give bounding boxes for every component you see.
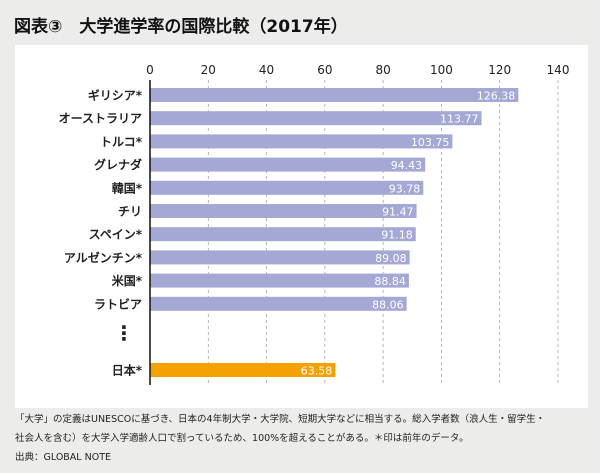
category-label: オーストラリア [59, 112, 142, 126]
bar [150, 363, 336, 377]
x-tick-label: 100 [430, 63, 453, 77]
bar [150, 296, 407, 311]
x-tick-label: 20 [201, 63, 216, 77]
data-label: 91.47 [382, 206, 414, 219]
x-tick-label: 140 [547, 63, 570, 77]
bar [150, 204, 417, 218]
category-label: 韓国* [112, 180, 143, 195]
bar [150, 88, 519, 102]
data-label: 89.08 [375, 252, 407, 265]
category-label: トルコ* [100, 135, 143, 149]
category-label: チリ [118, 205, 142, 219]
category-label: アルゼンチン* [64, 250, 143, 265]
bar [150, 180, 424, 195]
category-label: グレナダ [94, 157, 142, 172]
bar [150, 157, 426, 172]
chart-panel [15, 45, 588, 408]
gap-marker: ⋮ [114, 321, 134, 345]
bar [150, 273, 409, 288]
data-label: 88.06 [372, 298, 404, 311]
category-label: スペイン* [89, 228, 143, 242]
bar [150, 134, 453, 149]
bar [150, 227, 416, 242]
data-label: 93.78 [389, 182, 421, 195]
data-label: 88.84 [374, 275, 406, 288]
x-tick-label: 80 [376, 63, 391, 77]
chart-title: 図表③ 大学進学率の国際比較（2017年） [14, 17, 348, 37]
category-label: ギリシア* [88, 88, 143, 103]
x-tick-label: 60 [317, 63, 332, 77]
data-label: 113.77 [440, 113, 479, 126]
x-tick-label: 0 [146, 63, 154, 77]
data-label: 103.75 [411, 136, 450, 149]
x-tick-label: 120 [488, 63, 511, 77]
bar [150, 111, 482, 126]
data-label: 91.18 [381, 229, 413, 242]
footnote-line-1: 「大学」の定義はUNESCOに基づき、日本の4年制大学・大学院、短期大学などに相… [15, 414, 546, 425]
data-label: 94.43 [391, 159, 423, 172]
data-label: 126.38 [477, 90, 516, 103]
x-tick-label: 40 [259, 63, 274, 77]
category-label: ラトビア [94, 296, 142, 311]
category-label: 日本* [112, 363, 143, 378]
bar [150, 250, 410, 265]
footnote-line-2: 社会人を含む）を大学入学適齢人口で割っているため、100%を超えることがある。＊… [15, 433, 469, 444]
data-label: 63.58 [301, 365, 333, 378]
source-note: 出典：GLOBAL NOTE [15, 452, 112, 463]
category-label: 米国* [112, 273, 143, 288]
